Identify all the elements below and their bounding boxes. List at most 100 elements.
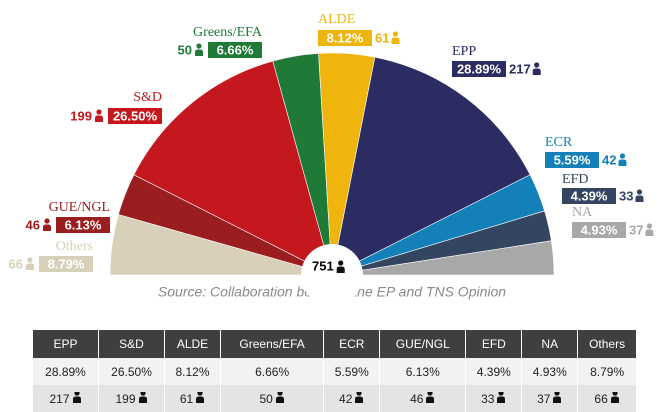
percent-label: 26.50% <box>113 108 158 123</box>
person-icon <box>532 62 541 75</box>
person-icon <box>138 389 147 403</box>
person-icon <box>618 153 627 166</box>
icon-body <box>497 396 506 403</box>
icon-body <box>532 68 541 75</box>
person-icon <box>391 31 400 44</box>
table-cell: 42 <box>323 385 380 412</box>
column-header: EFD <box>465 330 522 358</box>
person-icon <box>26 257 34 270</box>
person-icon <box>426 389 435 403</box>
person-icon <box>196 389 205 403</box>
percent-box <box>572 222 626 238</box>
icon-body <box>72 396 81 403</box>
person-icon <box>95 109 103 122</box>
person-icon <box>553 389 562 403</box>
icon-head <box>27 257 33 263</box>
percent-label: 6.66% <box>217 42 254 57</box>
seat-count: 66 <box>594 391 608 406</box>
seat-count: 37 <box>537 391 551 406</box>
seat-count: 61 <box>179 391 194 406</box>
seat-count: 42 <box>339 391 353 406</box>
person-icon <box>355 389 364 403</box>
table-row: 217 199 61 50 42 46 33 37 66 <box>31 385 636 412</box>
seat-label: 217 <box>509 61 531 76</box>
seat-label: 50 <box>178 42 192 57</box>
seat-label: 46 <box>26 217 40 232</box>
icon-body <box>610 396 619 403</box>
table-cell: 8.12% <box>164 358 221 385</box>
person-icon <box>43 218 51 231</box>
percent-label: 8.12% <box>327 30 364 45</box>
table-cell: 33 <box>465 385 522 412</box>
table-cell: 6.13% <box>379 358 466 385</box>
person-icon <box>72 389 81 403</box>
percent: 8.79% <box>590 364 625 379</box>
seat-count: 217 <box>49 391 70 406</box>
percent: 5.59% <box>334 364 369 379</box>
icon-body <box>426 396 435 403</box>
percent-box <box>318 30 372 46</box>
icon-head <box>73 389 80 396</box>
percent-label: 4.93% <box>581 222 618 237</box>
icon-body <box>196 396 205 403</box>
party-label: EPP <box>452 44 476 59</box>
seat-label: 61 <box>375 30 389 45</box>
icon-head <box>338 260 344 266</box>
icon-body <box>618 159 627 166</box>
percent-label: 5.59% <box>554 152 591 167</box>
icon-body <box>275 396 284 403</box>
person-icon <box>426 389 435 403</box>
person-icon <box>336 260 345 273</box>
icon-head <box>356 389 363 396</box>
header-row: EPP S&D ALDE Greens/EFA ECR GUE/NGL EFD NA Other… <box>31 330 636 358</box>
seat-label: 37 <box>629 222 643 237</box>
table-cell: 61 <box>164 385 221 412</box>
table-cell: 5.59% <box>323 358 380 385</box>
table-row: 28.89% 26.50% 8.12% 6.66% 5.59% 6.13% 4.39% 4.9… <box>31 358 636 385</box>
person-icon <box>196 389 205 403</box>
column-header: Greens/EFA <box>219 330 324 358</box>
column-header: ALDE <box>164 330 221 358</box>
party-label: ECR <box>545 135 573 150</box>
person-icon <box>610 389 619 403</box>
percent-label: 6.13% <box>65 217 102 232</box>
icon-body <box>95 115 103 122</box>
chart: Source: Collaboration between the EP and… <box>8 12 654 300</box>
icon-body <box>355 396 364 403</box>
table-cell: 28.89% <box>31 358 99 385</box>
person-icon <box>72 389 81 403</box>
party-label: S&D <box>133 90 162 105</box>
person-icon <box>553 389 562 403</box>
percent-box <box>545 152 599 168</box>
seat-count: 33 <box>481 391 495 406</box>
person-icon <box>497 389 506 403</box>
table-cell: 46 <box>379 385 466 412</box>
table: EPP S&D ALDE Greens/EFA ECR GUE/NGL EFD NA Other… <box>31 330 636 412</box>
wedge <box>133 60 333 276</box>
column-header: ECR <box>323 330 380 358</box>
percent: 8.12% <box>175 364 210 379</box>
percent: 6.13% <box>405 364 440 379</box>
party-label: GUE/NGL <box>49 200 110 215</box>
icon-head <box>534 62 540 68</box>
percent-label: 8.79% <box>48 256 85 271</box>
party-label: NA <box>572 205 593 220</box>
wedge <box>331 240 555 276</box>
table-cell: 26.50% <box>98 358 165 385</box>
person-icon <box>610 389 619 403</box>
party-label: Greens/EFA <box>193 25 263 40</box>
icon-head <box>619 153 626 159</box>
icon-head <box>392 31 399 37</box>
table-cell: 4.93% <box>521 358 578 385</box>
column-header: NA <box>521 330 578 358</box>
icon-head <box>498 389 505 396</box>
person-icon <box>138 389 147 403</box>
percent: 26.50% <box>111 364 152 379</box>
percent-box <box>562 188 616 204</box>
table-cell: 50 <box>219 385 324 412</box>
percent-box <box>108 108 162 124</box>
column-header: GUE/NGL <box>379 330 466 358</box>
percent-box <box>39 256 93 272</box>
icon-body <box>336 266 345 273</box>
table-body: 28.89% 26.50% 8.12% 6.66% 5.59% 6.13% 4.39% 4.9… <box>31 358 636 412</box>
